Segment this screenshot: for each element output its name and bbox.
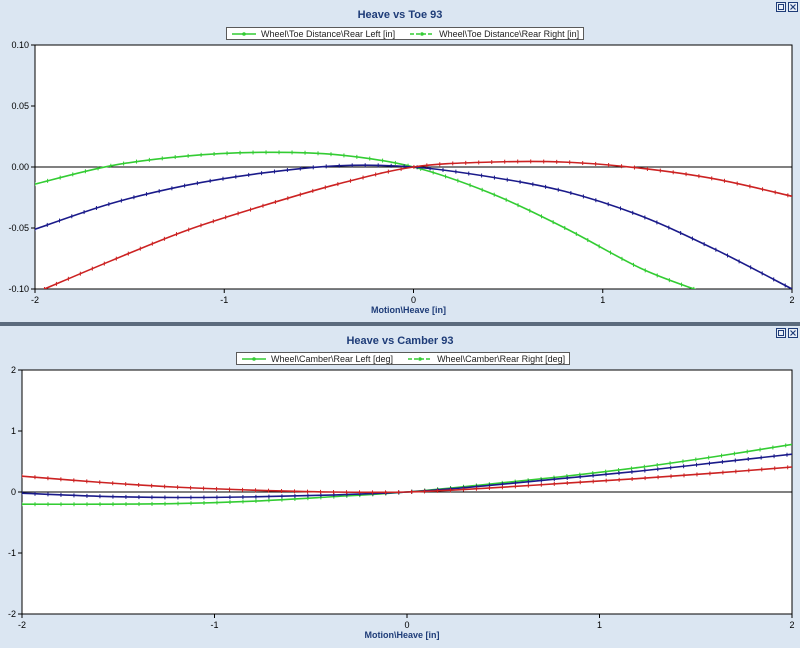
y-tick-label: 0 [11, 487, 16, 497]
maximize-icon[interactable] [776, 328, 786, 338]
close-icon[interactable] [788, 328, 798, 338]
maximize-icon[interactable] [776, 2, 786, 12]
camber-window-controls [776, 328, 798, 338]
series-line [22, 466, 792, 494]
x-tick-label: 0 [404, 620, 409, 630]
camber-chart-title: Heave vs Camber 93 [346, 335, 454, 347]
legend-label: Wheel\Toe Distance\Rear Right [in] [439, 28, 580, 39]
legend-label: Wheel\Toe Distance\Rear Left [in] [261, 28, 396, 39]
x-tick-label: -1 [220, 295, 228, 305]
y-tick-label: -0.05 [8, 223, 29, 233]
legend-swatch-icon [241, 355, 267, 363]
y-tick-label: 0.10 [11, 40, 29, 50]
y-tick-label: -1 [8, 548, 16, 558]
camber-chart-plot: -2 -1 0 1 2 2 1 0 -1 -2 Motion\Heave [in] [8, 365, 795, 640]
legend-swatch-icon [409, 30, 435, 38]
legend-swatch-icon [407, 355, 433, 363]
toe-chart-plot: -2 -1 0 1 2 0.10 0.05 0.00 -0.05 -0.10 Motion\Heav… [8, 40, 794, 315]
legend-entry: Wheel\Camber\Rear Left [deg] [241, 354, 393, 364]
legend-entry: Wheel\Toe Distance\Rear Right [in] [409, 29, 579, 39]
x-tick-label: 1 [600, 295, 605, 305]
legend-label: Wheel\Camber\Rear Left [deg] [271, 353, 394, 364]
y-tick-label: 0.05 [11, 101, 29, 111]
camber-chart-legend: Wheel\Camber\Rear Left [deg] Wheel\Cambe… [236, 352, 571, 365]
x-tick-label: -2 [18, 620, 26, 630]
y-tick-label: 2 [11, 365, 16, 375]
y-tick-label: 1 [11, 426, 16, 436]
toe-window-controls [776, 2, 798, 12]
x-axis-label: Motion\Heave [in] [371, 305, 446, 315]
toe-chart-legend: Wheel\Toe Distance\Rear Left [in] Wheel\… [226, 27, 585, 40]
legend-entry: Wheel\Camber\Rear Right [deg] [407, 354, 565, 364]
legend-entry: Wheel\Toe Distance\Rear Left [in] [231, 29, 395, 39]
x-tick-label: 2 [789, 620, 794, 630]
x-tick-label: -2 [31, 295, 39, 305]
legend-swatch-icon [231, 30, 257, 38]
y-tick-label: -2 [8, 609, 16, 619]
y-tick-label: -0.10 [8, 284, 29, 294]
toe-chart-title: Heave vs Toe 93 [357, 9, 443, 21]
x-tick-label: 2 [789, 295, 794, 305]
x-tick-label: 1 [597, 620, 602, 630]
toe-chart-panel: Heave vs Toe 93 Wheel\Toe Distance\Rear … [0, 0, 800, 322]
x-axis-label: Motion\Heave [in] [364, 630, 439, 640]
camber-chart-panel: Heave vs Camber 93 Wheel\Camber\Rear Lef… [0, 326, 800, 648]
series-group [35, 150, 792, 289]
close-icon[interactable] [788, 2, 798, 12]
panel-divider[interactable] [0, 322, 800, 326]
y-tick-label: 0.00 [11, 162, 29, 172]
series-group [22, 443, 792, 507]
legend-label: Wheel\Camber\Rear Right [deg] [437, 353, 566, 364]
x-tick-label: 0 [411, 295, 416, 305]
x-tick-label: -1 [210, 620, 218, 630]
